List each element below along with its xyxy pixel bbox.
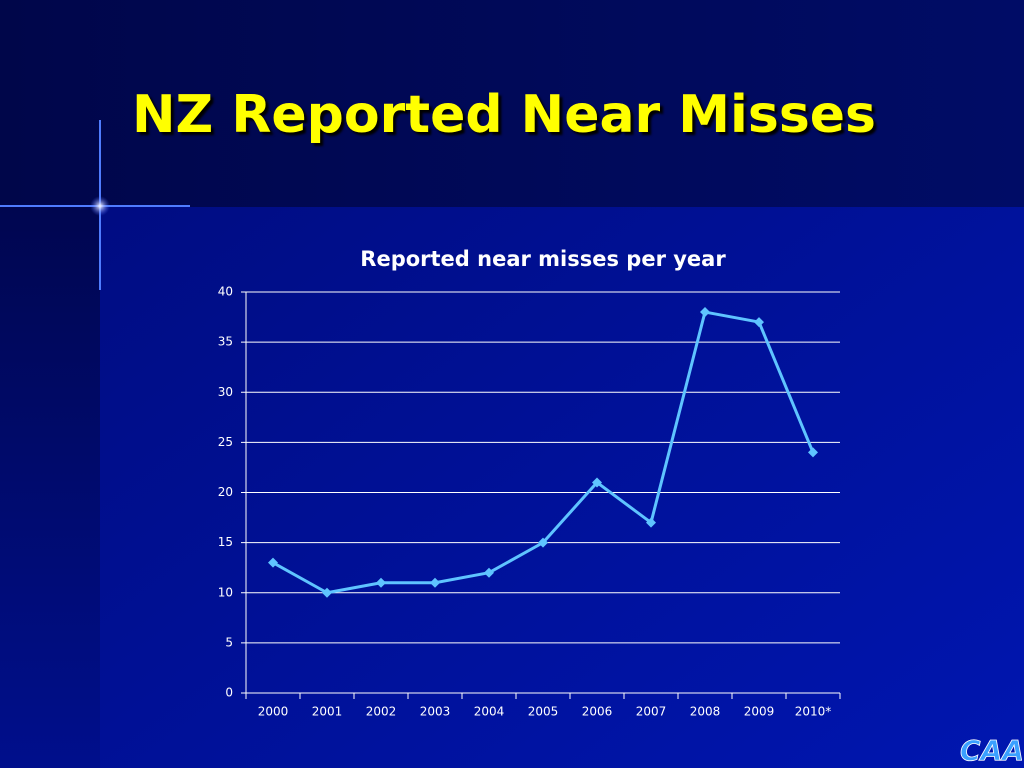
data-marker (484, 567, 494, 578)
data-marker (430, 577, 440, 588)
data-marker (808, 447, 818, 458)
y-tick-label: 35 (218, 335, 233, 349)
x-tick-label: 2009 (744, 705, 775, 719)
x-tick-label: 2005 (528, 705, 559, 719)
x-tick-label: 2003 (420, 705, 451, 719)
y-tick-label: 40 (218, 285, 233, 299)
data-marker (700, 307, 710, 318)
y-tick-label: 10 (218, 585, 233, 599)
y-tick-label: 15 (218, 535, 233, 549)
data-marker (754, 317, 764, 328)
slide-title: NZ Reported Near Misses (132, 85, 876, 145)
y-tick-label: 5 (225, 635, 233, 649)
x-tick-label: 2010* (795, 705, 832, 719)
chart-title: Reported near misses per year (360, 247, 726, 271)
x-tick-label: 2007 (636, 705, 667, 719)
data-marker (646, 517, 656, 528)
y-tick-label: 25 (218, 435, 233, 449)
header-band (0, 0, 1024, 207)
data-marker (376, 577, 386, 588)
y-tick-label: 30 (218, 385, 233, 399)
left-band (0, 207, 100, 768)
data-marker (592, 477, 602, 488)
x-tick-label: 2002 (366, 705, 397, 719)
y-tick-label: 0 (225, 686, 233, 700)
x-tick-label: 2004 (474, 705, 505, 719)
x-tick-label: 2006 (582, 705, 613, 719)
x-tick-label: 2000 (258, 705, 289, 719)
data-marker (538, 537, 548, 548)
x-tick-label: 2001 (312, 705, 343, 719)
x-tick-label: 2008 (690, 705, 721, 719)
logo: CAA (960, 734, 1024, 767)
data-marker (322, 587, 332, 598)
data-marker (268, 557, 278, 568)
y-tick-label: 20 (218, 485, 233, 499)
sparkle-glow (90, 196, 110, 216)
